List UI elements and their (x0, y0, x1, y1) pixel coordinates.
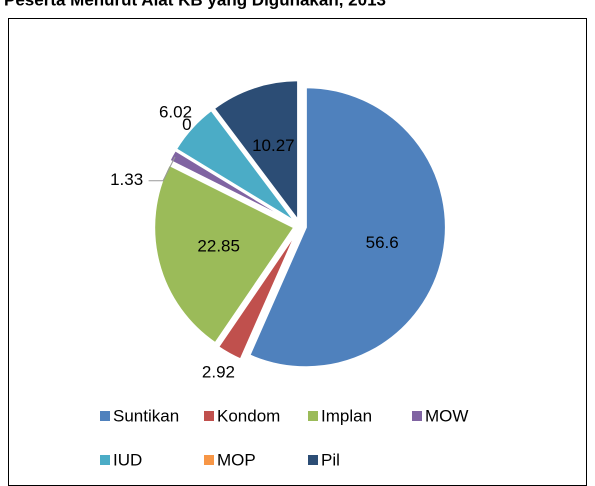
data-label: 10.27 (252, 136, 295, 155)
legend-swatch (308, 411, 318, 421)
leader-line (148, 156, 176, 182)
data-label: 0 (182, 115, 191, 134)
legend-label: Suntikan (113, 406, 179, 425)
legend-swatch (412, 411, 422, 421)
pie-slice (153, 163, 296, 345)
legend-swatch (100, 455, 110, 465)
legend-swatch (308, 455, 318, 465)
legend-label: Pil (321, 450, 340, 469)
legend-swatch (100, 411, 110, 421)
legend-label: IUD (113, 450, 142, 469)
legend-swatch (204, 455, 214, 465)
pie-slice (216, 230, 299, 361)
pie-slice (174, 108, 297, 223)
legend-swatch (204, 411, 214, 421)
data-label: 6.02 (159, 103, 192, 122)
pie-slice (248, 86, 447, 369)
data-label: 56.6 (366, 233, 399, 252)
pie-slice (212, 79, 300, 224)
chart-title: Peserta Menurut Alat KB yang Digunakan, … (4, 0, 386, 9)
data-label: 2.92 (202, 362, 235, 381)
data-label: 1.33 (110, 170, 143, 189)
legend-label: MOW (425, 406, 468, 425)
legend-label: MOP (217, 450, 256, 469)
legend-label: Kondom (217, 406, 280, 425)
pie-slice (168, 148, 296, 224)
data-label: 22.85 (197, 237, 240, 256)
legend-label: Implan (321, 406, 372, 425)
